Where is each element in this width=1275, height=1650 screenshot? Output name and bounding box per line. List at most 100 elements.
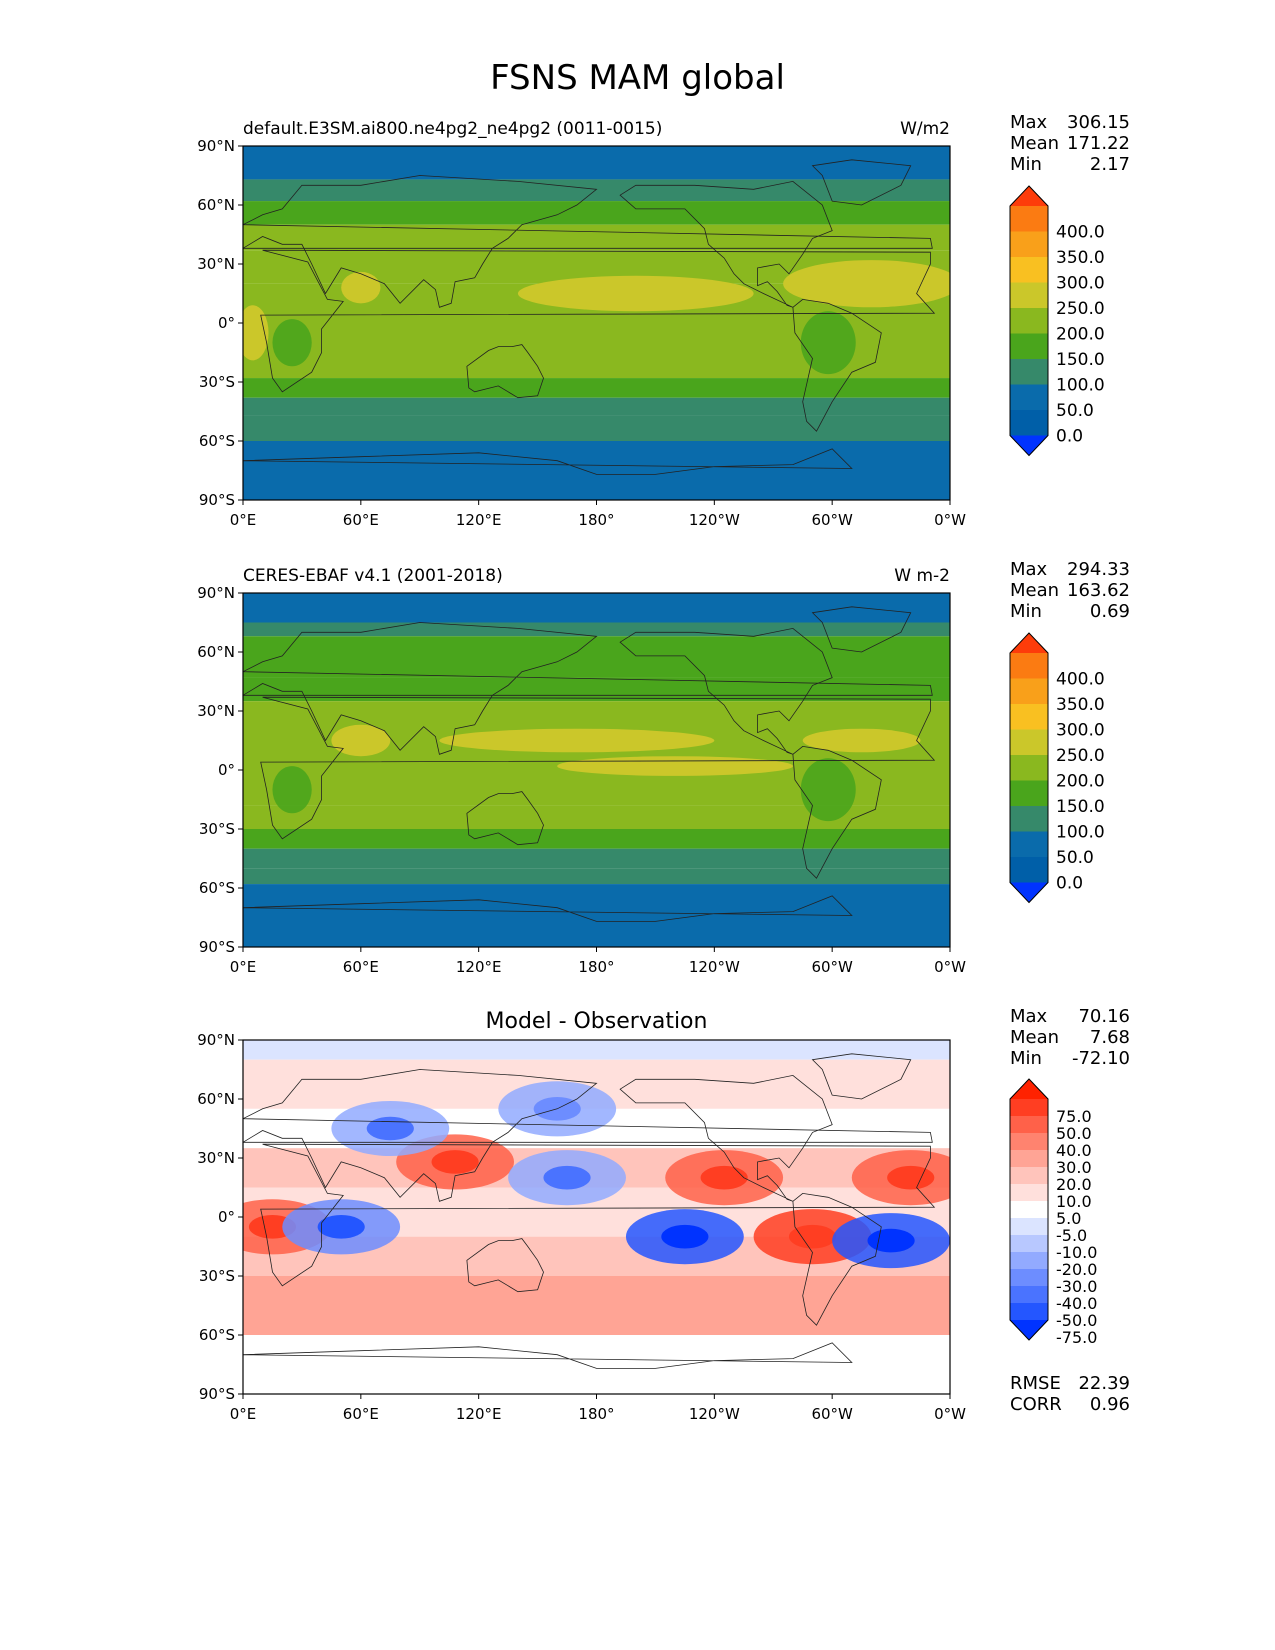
colorbar-segment <box>1010 231 1048 258</box>
stat-rmse-value: 22.39 <box>1078 1373 1130 1394</box>
y-tick-label: 60°S <box>199 432 235 450</box>
colorbar-label: 100.0 <box>1056 376 1105 396</box>
anomaly-core <box>700 1165 748 1190</box>
stat-max-value: 70.16 <box>1078 1006 1130 1027</box>
colorbar-extend-min <box>1010 1320 1048 1340</box>
obs-stats: Max 294.33 Mean 163.62 Min 0.69 <box>1010 559 1130 625</box>
colorbar-label: 150.0 <box>1056 350 1105 370</box>
anomaly-core <box>887 1165 935 1190</box>
y-tick-label: 30°N <box>197 702 235 720</box>
colorbar-segment <box>1010 308 1048 334</box>
colorbar-segment <box>1010 282 1048 309</box>
x-tick-label: 60°E <box>343 958 379 976</box>
stat-max-value: 294.33 <box>1067 559 1130 580</box>
colorbar-segment <box>1010 1116 1048 1134</box>
colorbar-label: 5.0 <box>1056 1209 1081 1228</box>
x-tick-label: 60°W <box>811 958 853 976</box>
anomaly-core <box>867 1228 915 1253</box>
stat-mean-label: Mean <box>1010 133 1060 154</box>
map-panel-diff: 0°E 60°E 120°E 180° 120°W 60°W 0°W 90°N 60°N 30°N… <box>197 1009 966 1423</box>
colorbar-label: 0.0 <box>1056 427 1083 447</box>
warm-region <box>557 756 793 776</box>
colorbar-label: 75.0 <box>1056 1107 1092 1126</box>
coastline <box>466 1238 544 1293</box>
colorbar-segment <box>1010 359 1048 385</box>
y-tick-label: 90°N <box>197 584 235 602</box>
colorbar-segment <box>1010 410 1048 436</box>
colorbar-label: 400.0 <box>1056 670 1105 690</box>
x-tick-label: 120°W <box>689 958 740 976</box>
anomaly-core <box>543 1165 591 1190</box>
zonal-band <box>243 179 950 202</box>
y-tick-label: 60°N <box>197 643 235 661</box>
stat-max-label: Max <box>1010 1006 1048 1027</box>
anomaly-core <box>788 1224 837 1249</box>
zonal-band <box>243 829 950 849</box>
zonal-band <box>243 146 950 180</box>
colorbar-outline <box>1009 632 1049 904</box>
coastline <box>619 1074 833 1202</box>
zonal-band <box>243 378 950 398</box>
y-tick-label: 30°S <box>199 1267 235 1285</box>
x-tick-label: 180° <box>578 511 614 529</box>
panel-units: W/m2 <box>900 119 950 139</box>
stat-min-value: 2.17 <box>1089 154 1130 175</box>
colorbar-segment <box>1010 729 1048 756</box>
warm-region <box>783 260 950 308</box>
colorbar-label: 300.0 <box>1056 274 1105 294</box>
diff-extra-stats: RMSE 22.39 CORR 0.96 <box>1010 1373 1130 1417</box>
colorbar-segment <box>1010 1303 1048 1321</box>
x-tick-label: 0°E <box>230 958 257 976</box>
y-tick-label: 30°S <box>199 820 235 838</box>
colorbar-label: 30.0 <box>1056 1158 1092 1177</box>
coastline <box>811 606 912 653</box>
stat-min-value: 0.69 <box>1089 601 1130 622</box>
colorbar-segment <box>1010 1218 1048 1236</box>
map-panel-model: 0°E 60°E 120°E 180° 120°W 60°W 0°W 90°N 60°N 30°N… <box>197 119 966 529</box>
colorbar-outline <box>1009 1078 1049 1341</box>
colorbar-segment <box>1010 1133 1048 1151</box>
colorbar-label: 40.0 <box>1056 1141 1092 1160</box>
y-tick-label: 90°N <box>197 137 235 155</box>
stat-corr-value: 0.96 <box>1089 1394 1130 1415</box>
coastline <box>260 249 936 393</box>
stat-mean-value: 171.22 <box>1067 133 1130 154</box>
x-tick-label: 0°E <box>230 511 257 529</box>
coastline <box>260 1143 936 1287</box>
colorbar-label: 400.0 <box>1056 223 1105 243</box>
colorbar-label: -30.0 <box>1056 1277 1097 1296</box>
coastline <box>243 1342 853 1394</box>
colorbar-segment <box>1010 1150 1048 1168</box>
colorbar-label: 50.0 <box>1056 401 1094 421</box>
y-tick-label: 0° <box>218 314 235 332</box>
colorbar-segment <box>1010 384 1048 411</box>
zonal-band <box>243 1040 950 1060</box>
colorbar-label: 300.0 <box>1056 721 1105 741</box>
y-tick-label: 30°S <box>199 373 235 391</box>
zonal-band <box>243 201 950 225</box>
zonal-band <box>243 441 950 500</box>
x-tick-label: 120°E <box>456 958 502 976</box>
colorbar-segment <box>1010 206 1048 232</box>
colorbar-extend-max <box>1010 186 1048 206</box>
coastline <box>243 895 853 947</box>
model-stats: Max 306.15 Mean 171.22 Min 2.17 <box>1010 112 1130 178</box>
x-tick-label: 0°W <box>934 958 966 976</box>
coastline <box>260 696 936 840</box>
y-tick-label: 60°S <box>199 879 235 897</box>
y-tick-label: 0° <box>218 761 235 779</box>
y-tick-label: 30°N <box>197 255 235 273</box>
x-tick-label: 60°W <box>811 511 853 529</box>
colorbar-label: 350.0 <box>1056 248 1105 268</box>
colorbar-extend-min <box>1010 435 1048 456</box>
zonal-band <box>243 1276 950 1335</box>
colorbar-label: 150.0 <box>1056 797 1105 817</box>
stat-max-label: Max <box>1010 112 1048 133</box>
colorbar-obs: 400.0 350.0 300.0 250.0 200.0 150.0 100.0 50.0 0… <box>1009 632 1105 904</box>
warm-region <box>802 728 921 753</box>
colorbar-segment <box>1010 1167 1048 1185</box>
x-tick-label: 60°E <box>343 1405 379 1423</box>
y-tick-label: 60°N <box>197 1090 235 1108</box>
field-layer <box>243 1040 950 1394</box>
stat-mean-label: Mean <box>1010 1027 1060 1048</box>
